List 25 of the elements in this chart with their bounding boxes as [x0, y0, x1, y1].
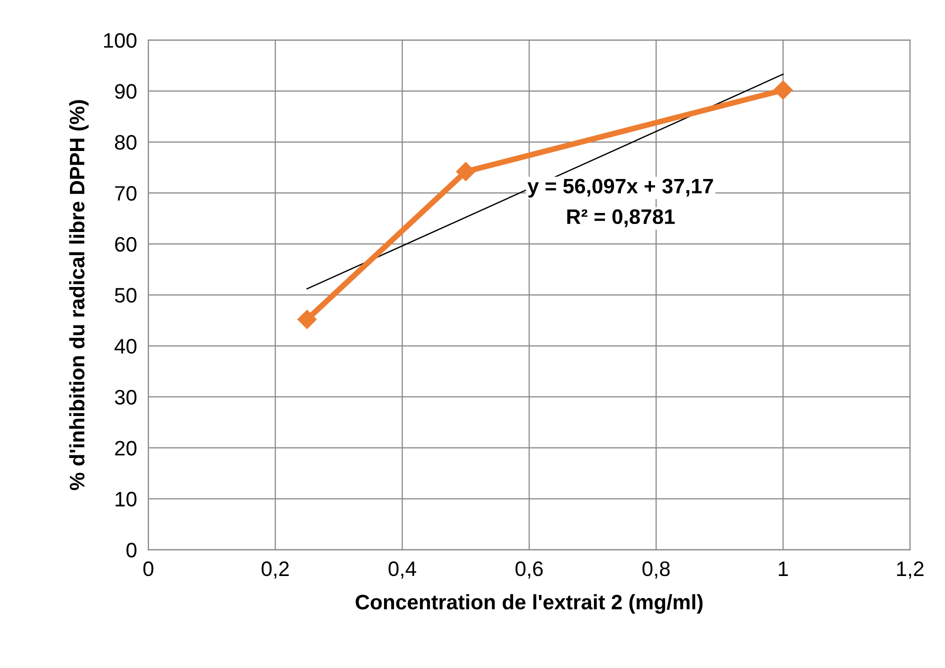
x-tick-label: 0,2 [262, 561, 289, 579]
y-tick-label: 50 [114, 288, 136, 303]
x-axis-title: Concentration de l'extrait 2 (mg/ml) [356, 594, 703, 614]
x-tick-label: 1,2 [897, 561, 924, 579]
y-tick-label: 80 [114, 135, 136, 150]
x-tick-label: 1 [778, 562, 788, 576]
point [456, 162, 476, 182]
y-tick-label: 90 [115, 84, 136, 99]
annotation: y = 56,097x + 37,17 [528, 178, 713, 198]
y-tick-label: 10 [116, 492, 136, 507]
annotation: R² = 0,8781 [567, 209, 675, 228]
y-tick-label: 70 [115, 186, 136, 201]
x-tick-label: 0,6 [516, 561, 543, 579]
y-tick-label: 100 [104, 33, 136, 48]
y-tick-label: 0 [126, 542, 136, 558]
y-tick-label: 30 [114, 390, 136, 405]
x-tick-label: 0 [143, 561, 154, 576]
x-tick-label: 0,8 [642, 561, 670, 579]
y-tick-label: 60 [115, 236, 136, 252]
y-tick-label: 20 [115, 440, 136, 456]
point [298, 310, 317, 329]
y-axis-title: % d'inhibition du radical libre DPPH (%) [69, 100, 89, 490]
y-tick-label: 40 [114, 338, 136, 354]
x-tick-label: 0,4 [388, 561, 416, 579]
point [774, 80, 793, 100]
